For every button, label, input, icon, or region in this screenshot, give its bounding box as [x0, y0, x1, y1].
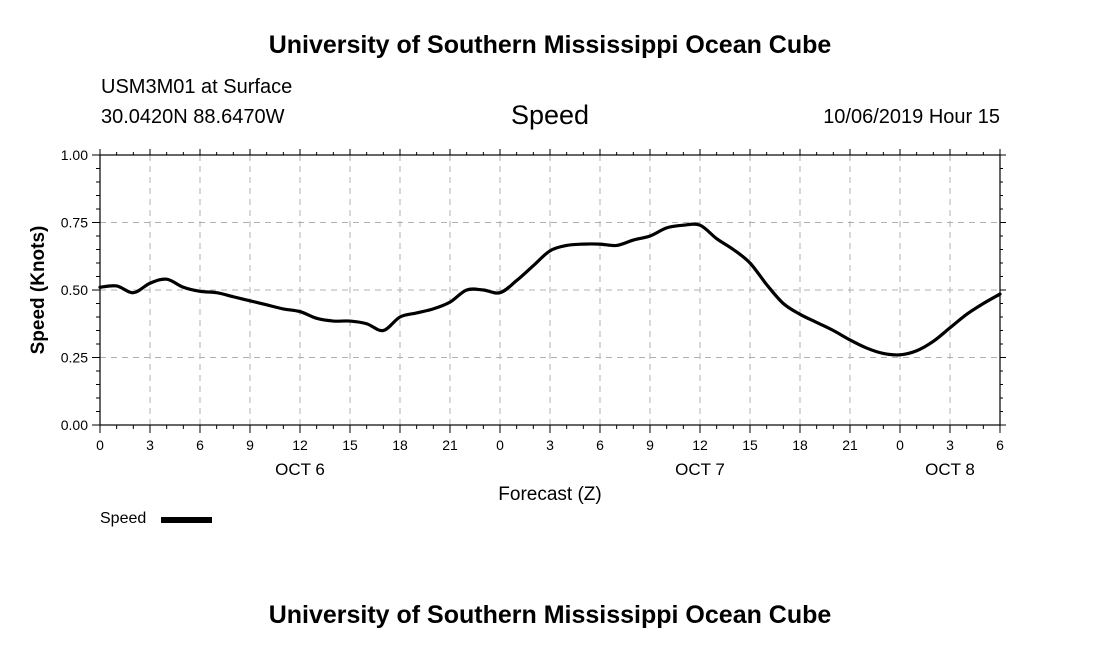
x-tick-label: 6: [196, 437, 204, 453]
date-label: OCT 6: [275, 460, 325, 479]
x-tick-label: 9: [246, 437, 254, 453]
forecast-datetime: 10/06/2019 Hour 15: [823, 106, 1000, 128]
x-tick-label: 3: [546, 437, 554, 453]
x-tick-label: 6: [596, 437, 604, 453]
y-axis-label: Speed (Knots): [28, 226, 49, 355]
coordinates-label: 30.0420N 88.6470W: [101, 106, 285, 128]
x-tick-label: 9: [646, 437, 654, 453]
x-tick-label: 3: [946, 437, 954, 453]
x-tick-label: 0: [896, 437, 904, 453]
chart-title: Speed: [510, 100, 590, 130]
x-tick-label: 18: [392, 437, 408, 453]
x-tick-label: 15: [342, 437, 358, 453]
speed-chart: 0.00 0.25 0.50 0.75 1.00 0 3 6 9 12 15 18 21 0 3 6 9 12 1…: [28, 147, 1006, 505]
x-axis: 0 3 6 9 12 15 18 21 0 3 6 9 12 15 18 21 0 3 6: [96, 149, 1004, 453]
y-tick-label: 0.75: [61, 215, 88, 231]
station-label: USM3M01 at Surface: [101, 76, 293, 98]
legend-swatch: [161, 517, 212, 523]
x-tick-label: 21: [442, 437, 458, 453]
y-axis: 0.00 0.25 0.50 0.75 1.00: [61, 147, 1006, 433]
footer-title: University of Southern Mississippi Ocean…: [268, 601, 832, 629]
chart-grid: [100, 155, 1000, 425]
x-tick-label: 12: [692, 437, 708, 453]
x-tick-label: 12: [292, 437, 308, 453]
y-tick-label: 1.00: [61, 147, 88, 163]
x-axis-label: Forecast (Z): [498, 484, 601, 505]
x-tick-label: 21: [842, 437, 858, 453]
x-tick-label: 0: [96, 437, 104, 453]
date-labels: OCT 6 OCT 7 OCT 8: [275, 460, 975, 479]
x-tick-label: 6: [996, 437, 1004, 453]
speed-series-line: [98, 222, 1002, 357]
x-tick-label: 15: [742, 437, 758, 453]
y-tick-label: 0.25: [61, 350, 88, 366]
x-tick-label: 0: [496, 437, 504, 453]
x-tick-label: 3: [146, 437, 154, 453]
date-label: OCT 8: [925, 460, 975, 479]
y-tick-label: 0.50: [61, 282, 88, 298]
x-tick-label: 18: [792, 437, 808, 453]
legend-label: Speed: [100, 510, 147, 527]
page-title: University of Southern Mississippi Ocean…: [268, 31, 832, 59]
date-label: OCT 7: [675, 460, 725, 479]
y-tick-label: 0.00: [61, 417, 88, 433]
